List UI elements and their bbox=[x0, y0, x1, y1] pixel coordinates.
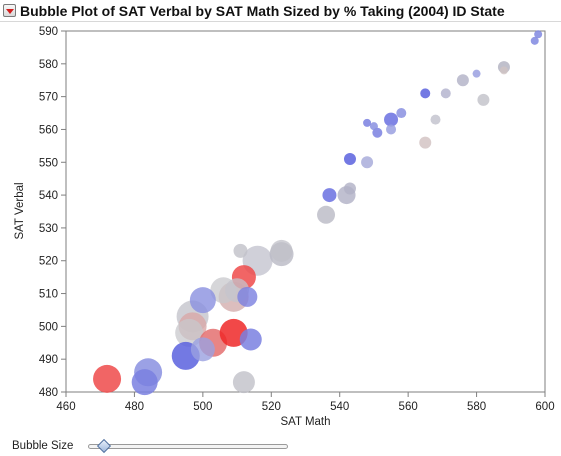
bubble[interactable] bbox=[361, 156, 374, 169]
bubble-size-control: Bubble Size bbox=[0, 436, 561, 456]
bubble[interactable] bbox=[343, 182, 356, 195]
y-tick-label: 490 bbox=[39, 354, 58, 366]
report-title: Bubble Plot of SAT Verbal by SAT Math Si… bbox=[20, 3, 505, 19]
bubble-size-slider-thumb[interactable] bbox=[96, 438, 112, 454]
bubble[interactable] bbox=[317, 205, 336, 224]
bubble[interactable] bbox=[93, 364, 122, 393]
y-tick-label: 550 bbox=[39, 157, 58, 169]
bubble[interactable] bbox=[456, 74, 469, 87]
x-tick-label: 580 bbox=[467, 401, 486, 413]
bubble[interactable] bbox=[430, 114, 441, 125]
y-tick-label: 500 bbox=[39, 321, 58, 333]
y-tick-label: 520 bbox=[39, 256, 58, 268]
x-tick-label: 500 bbox=[193, 401, 212, 413]
y-tick-label: 540 bbox=[39, 190, 58, 202]
bubble[interactable] bbox=[419, 136, 432, 149]
bubble-plot: 460 480 500 520 540 560 580 600 480 490 500 510 520 5… bbox=[39, 26, 555, 428]
y-tick-label: 480 bbox=[39, 387, 58, 399]
bubble[interactable] bbox=[396, 108, 407, 119]
bubble[interactable] bbox=[131, 369, 158, 396]
bubble[interactable] bbox=[386, 124, 397, 135]
bubble[interactable] bbox=[363, 118, 372, 127]
bubble[interactable] bbox=[233, 243, 248, 258]
y-tick-label: 570 bbox=[39, 92, 58, 104]
bubble[interactable] bbox=[472, 69, 481, 78]
bubble[interactable] bbox=[372, 127, 383, 138]
bubble[interactable] bbox=[239, 328, 262, 351]
bubble[interactable] bbox=[420, 88, 431, 99]
bubble[interactable] bbox=[189, 287, 216, 314]
y-tick-label: 580 bbox=[39, 59, 58, 71]
bubble[interactable] bbox=[477, 93, 490, 106]
bubble[interactable] bbox=[232, 371, 255, 394]
x-axis-label: SAT Math bbox=[280, 416, 330, 428]
bubble[interactable] bbox=[499, 66, 508, 75]
y-tick-label: 510 bbox=[39, 289, 58, 301]
x-tick-label: 520 bbox=[262, 401, 281, 413]
bubble[interactable] bbox=[530, 36, 539, 45]
y-tick-label: 560 bbox=[39, 124, 58, 136]
x-tick-label: 560 bbox=[399, 401, 418, 413]
bubble-size-slider-track[interactable] bbox=[88, 444, 288, 449]
x-tick-label: 460 bbox=[56, 401, 75, 413]
x-tick-label: 540 bbox=[330, 401, 349, 413]
bubble[interactable] bbox=[384, 112, 399, 127]
y-tick-label: 530 bbox=[39, 223, 58, 235]
bubble[interactable] bbox=[190, 337, 215, 362]
bubble[interactable] bbox=[343, 152, 356, 165]
bubble[interactable] bbox=[440, 88, 451, 99]
bubble[interactable] bbox=[270, 239, 293, 262]
bubble[interactable] bbox=[534, 30, 543, 39]
report-header: Bubble Plot of SAT Verbal by SAT Math Si… bbox=[0, 0, 561, 22]
x-tick-label: 600 bbox=[535, 401, 554, 413]
bubble[interactable] bbox=[322, 188, 337, 203]
plot-frame bbox=[65, 30, 546, 393]
y-tick-label: 590 bbox=[39, 26, 58, 38]
bubble[interactable] bbox=[237, 286, 258, 307]
bubble-size-label: Bubble Size bbox=[12, 440, 74, 452]
red-disclosure-triangle-icon[interactable] bbox=[3, 4, 16, 17]
x-tick-label: 480 bbox=[125, 401, 144, 413]
bubble[interactable] bbox=[369, 122, 378, 131]
